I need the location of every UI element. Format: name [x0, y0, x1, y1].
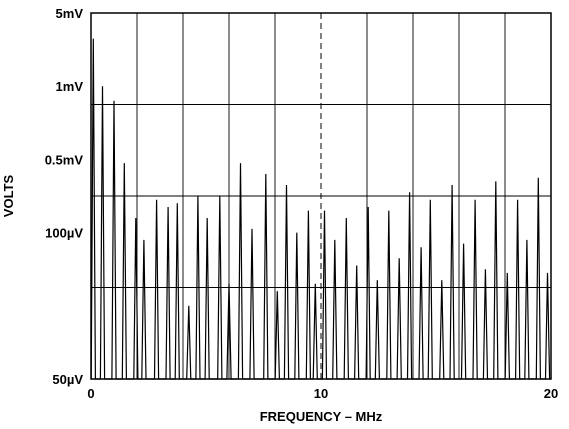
y-tick-label: 100µV	[45, 226, 83, 241]
y-tick-label: 5mV	[56, 6, 84, 21]
y-tick-label: 0.5mV	[45, 152, 84, 167]
y-axis-title: VOLTS	[1, 174, 16, 217]
y-tick-label: 1mV	[56, 79, 84, 94]
x-tick-label: 10	[314, 386, 328, 401]
x-tick-label: 0	[87, 386, 94, 401]
y-tick-labels: 5mV 1mV 0.5mV 100µV 50µV	[45, 6, 84, 387]
y-tick-label: 50µV	[52, 372, 83, 387]
x-axis-title: FREQUENCY – MHz	[260, 409, 383, 424]
x-tick-label: 20	[544, 386, 558, 401]
x-tick-labels: 0 10 20	[87, 386, 558, 401]
plot-frame	[90, 12, 552, 380]
